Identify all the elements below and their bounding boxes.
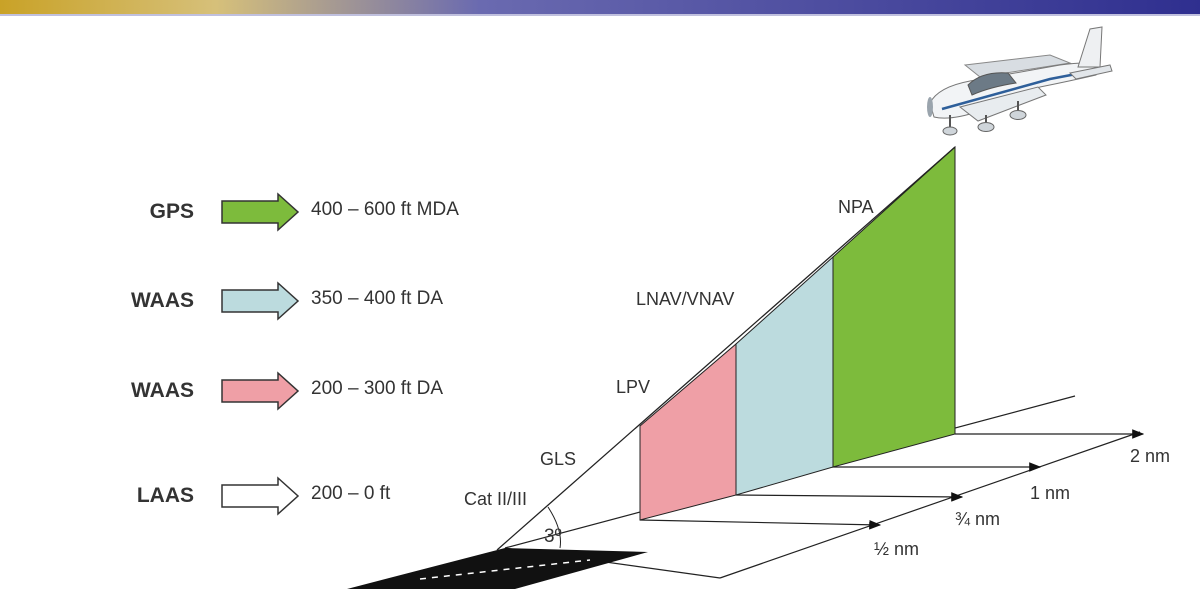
- lpv-label: LPV: [616, 377, 650, 397]
- glide-angle-arc: [547, 506, 561, 549]
- legend-gps-minimums: 400 – 600 ft MDA: [311, 199, 459, 220]
- legend-waas-lnav-label: WAAS: [131, 289, 194, 312]
- legend-laas-arrow-icon: [221, 476, 300, 516]
- header-divider: [0, 14, 1200, 16]
- legend-gps-arrow-icon: [221, 192, 300, 232]
- legend-waas-lpv-arrow-icon: [221, 371, 300, 411]
- distance-line-three-quarter: [735, 492, 964, 502]
- legend-waas-lpv-label: WAAS: [131, 379, 194, 402]
- lpv-segment: [639, 342, 737, 521]
- lnav-vnav-segment: [735, 255, 834, 496]
- legend-waas-lnav-arrow-icon: [221, 281, 300, 321]
- legend-laas-label: LAAS: [136, 484, 194, 507]
- legend-waas-lpv-minimums: 200 – 300 ft DA: [311, 378, 444, 399]
- airplane-icon: [927, 26, 1113, 136]
- lnav-vnav-label: LNAV/VNAV: [636, 289, 734, 309]
- distance-label-two: 2 nm: [1130, 446, 1170, 466]
- distance-label-half: ½ nm: [874, 539, 919, 559]
- distance-line-half: [639, 519, 882, 530]
- npa-segment: [832, 145, 956, 468]
- ground-edge-far: [719, 431, 1141, 579]
- gls-label: GLS: [540, 449, 576, 469]
- glide-angle-label: 3º: [544, 526, 562, 547]
- legend-laas-arrow-shape: [221, 476, 300, 516]
- runway-centerline: [419, 559, 591, 580]
- npa-label: NPA: [838, 197, 874, 217]
- header-gradient-bar: [0, 0, 1200, 14]
- legend-laas-minimums: 200 – 0 ft: [311, 483, 391, 504]
- distance-label-three-quarter: ¾ nm: [955, 509, 1000, 529]
- cat-label: Cat II/III: [464, 489, 527, 509]
- legend-waas-lpv-arrow-shape: [221, 371, 300, 411]
- legend-waas-lnav-minimums: 350 – 400 ft DA: [311, 288, 444, 309]
- glide-path: [496, 146, 956, 551]
- legend-gps-arrow-shape: [221, 192, 300, 232]
- legend-waas-lnav-arrow-shape: [221, 281, 300, 321]
- legend-gps-label: GPS: [149, 200, 194, 223]
- distance-label-one: 1 nm: [1030, 483, 1070, 503]
